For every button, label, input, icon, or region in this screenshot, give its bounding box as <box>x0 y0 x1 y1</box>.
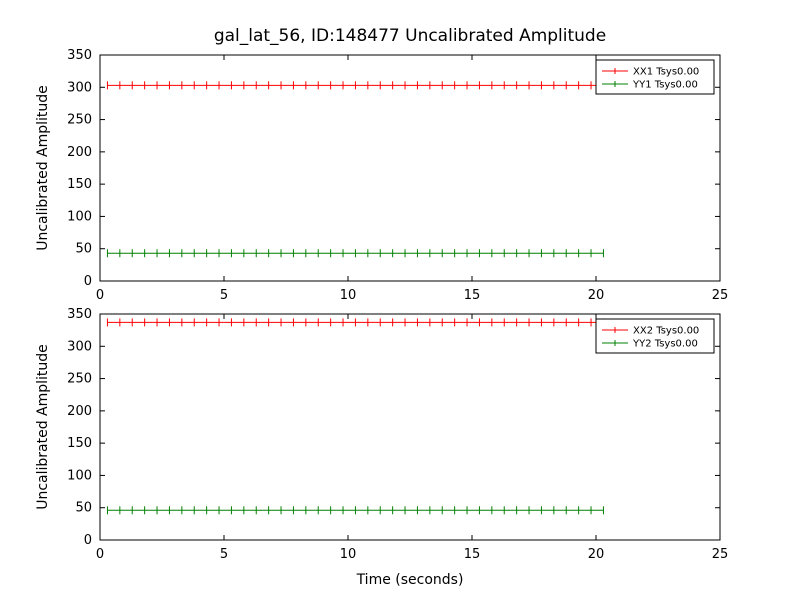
svg-text:15: 15 <box>464 547 481 562</box>
svg-text:Time (seconds): Time (seconds) <box>356 572 464 588</box>
svg-text:25: 25 <box>712 547 729 562</box>
svg-text:20: 20 <box>588 547 605 562</box>
svg-text:0: 0 <box>84 533 92 548</box>
svg-text:0: 0 <box>96 288 104 303</box>
svg-text:XX1 Tsys0.00: XX1 Tsys0.00 <box>633 67 699 78</box>
svg-text:100: 100 <box>67 468 92 483</box>
svg-text:Uncalibrated Amplitude: Uncalibrated Amplitude <box>35 344 51 510</box>
svg-text:200: 200 <box>67 404 92 419</box>
svg-text:5: 5 <box>220 288 228 303</box>
svg-text:10: 10 <box>340 288 357 303</box>
svg-text:10: 10 <box>340 547 357 562</box>
svg-text:300: 300 <box>67 80 92 95</box>
svg-text:100: 100 <box>67 209 92 224</box>
svg-text:50: 50 <box>75 242 92 257</box>
svg-text:250: 250 <box>67 372 92 387</box>
svg-text:20: 20 <box>588 288 605 303</box>
svg-text:350: 350 <box>67 48 92 63</box>
chart-title: gal_lat_56, ID:148477 Uncalibrated Ampli… <box>213 26 607 46</box>
svg-text:XX2 Tsys0.00: XX2 Tsys0.00 <box>633 326 699 337</box>
svg-text:5: 5 <box>220 547 228 562</box>
svg-text:0: 0 <box>96 547 104 562</box>
svg-text:50: 50 <box>75 501 92 516</box>
svg-text:350: 350 <box>67 307 92 322</box>
svg-text:25: 25 <box>712 288 729 303</box>
svg-text:200: 200 <box>67 145 92 160</box>
svg-text:150: 150 <box>67 436 92 451</box>
svg-text:250: 250 <box>67 113 92 128</box>
svg-text:YY2 Tsys0.00: YY2 Tsys0.00 <box>632 339 698 350</box>
svg-text:Uncalibrated Amplitude: Uncalibrated Amplitude <box>35 85 51 251</box>
svg-text:15: 15 <box>464 288 481 303</box>
svg-text:YY1 Tsys0.00: YY1 Tsys0.00 <box>632 80 698 91</box>
svg-text:300: 300 <box>67 339 92 354</box>
svg-text:150: 150 <box>67 177 92 192</box>
svg-text:0: 0 <box>84 274 92 289</box>
